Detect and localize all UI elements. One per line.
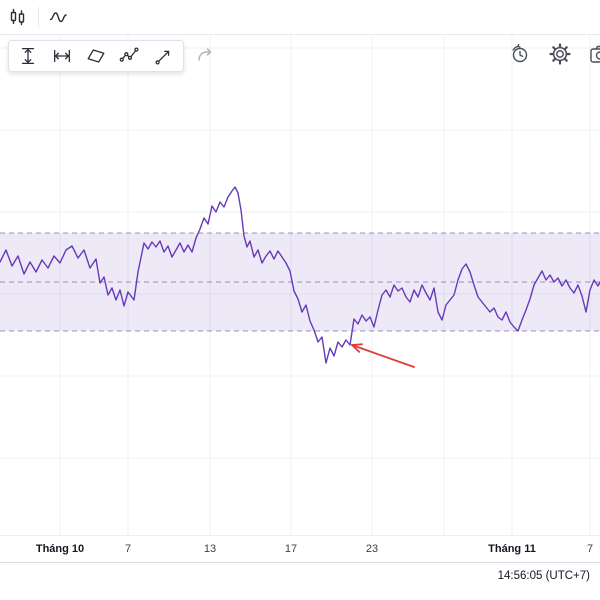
time-axis-label: 7 [586,543,594,555]
camera-icon[interactable] [588,42,600,66]
date-range-tool-button[interactable] [45,42,79,70]
annotation-arrow-head[interactable] [351,343,363,346]
annotation-arrow[interactable] [351,344,415,368]
annotation-arrow-head[interactable] [351,344,361,353]
time-axis-label: 23 [365,543,379,555]
parallel-channel-tool-button[interactable] [79,42,113,70]
price-range-tool-button[interactable] [11,42,45,70]
settings-gear-icon[interactable] [548,42,572,66]
time-axis-label: Tháng 11 [488,543,536,555]
price-line[interactable] [0,186,600,364]
top-toolbar [0,0,600,35]
chart-controls [508,42,600,66]
clock-utc-label[interactable]: 14:56:05 (UTC+7) [497,570,590,582]
time-axis-label: 7 [124,543,132,555]
candles-icon[interactable] [6,5,30,29]
status-bar: 14:56:05 (UTC+7) [0,562,600,600]
polyline-tool-button[interactable] [113,42,147,70]
time-axis[interactable]: Tháng 10 7 13 17 23 Tháng 11 7 [0,535,600,563]
indicators-icon[interactable] [47,5,71,29]
redo-arrow-icon[interactable] [194,44,216,66]
time-axis-label: Tháng 10 [35,543,85,555]
refresh-clock-icon[interactable] [508,42,532,66]
trend-arrow-tool-button[interactable] [147,42,181,70]
time-axis-label: 13 [203,543,217,555]
drawing-tools-palette [8,40,184,72]
toolbar-divider [38,7,39,27]
time-axis-label: 17 [284,543,298,555]
